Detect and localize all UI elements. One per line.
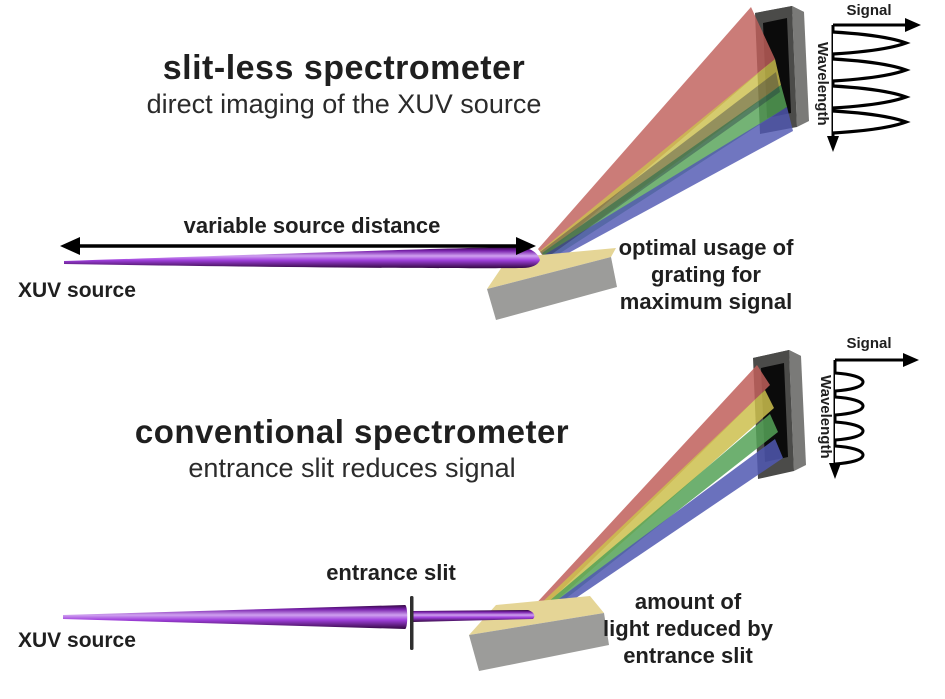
top-title: slit-less spectrometer <box>162 49 526 87</box>
bottom-plot-peak-3 <box>834 420 865 442</box>
top-plot-peak-3 <box>832 84 911 110</box>
bottom-detector-side-face <box>789 350 806 471</box>
bottom-source-label: XUV source <box>18 629 136 652</box>
bottom-transmitted-beam <box>413 610 535 622</box>
entrance-slit-label: entrance slit <box>326 560 456 585</box>
distance-arrow-right-head <box>516 237 536 255</box>
bottom-beam-yellow <box>533 390 774 617</box>
top-plot-signal-label: Signal <box>846 2 892 19</box>
top-subtitle: direct imaging of the XUV source <box>146 89 542 119</box>
top-beam-green <box>542 85 787 261</box>
top-beam-shadow <box>540 72 780 259</box>
bottom-beam-red <box>531 365 770 615</box>
top-grating-note: optimal usage of grating for maximum sig… <box>619 234 794 315</box>
top-grating-note-line2: grating for <box>650 262 761 287</box>
top-xuv-beam <box>64 247 540 269</box>
bottom-title: conventional spectrometer <box>134 413 570 450</box>
top-source-label: XUV source <box>18 279 136 302</box>
top-plot-peak-1 <box>832 30 911 56</box>
bottom-xuv-beam-cone <box>63 605 408 629</box>
bottom-slit-note: amount of light reduced by entrance slit <box>603 588 773 669</box>
distance-arrow-left-head <box>60 237 80 255</box>
top-detector-side-face <box>792 6 809 127</box>
bottom-plot-peak-4 <box>834 444 865 466</box>
bottom-plot-signal-label: Signal <box>846 335 892 352</box>
bottom-plot-peak-1 <box>834 371 865 393</box>
top-plot-wavelength-label: Wavelength <box>814 42 831 126</box>
bottom-slit-note-line1: amount of <box>634 589 742 614</box>
bottom-beam-green <box>535 414 778 619</box>
top-plot-y-arrow-icon <box>827 136 839 152</box>
top-beam-yellow <box>540 59 781 259</box>
top-grating-body <box>487 257 617 320</box>
top-plot-peak-4 <box>832 109 911 135</box>
top-beam-red <box>538 7 775 257</box>
bottom-slit-note-line3: entrance slit <box>623 643 753 668</box>
top-grating-note-line1: optimal usage of <box>618 235 794 260</box>
top-beam-blue <box>544 107 793 263</box>
bottom-plot-x-arrow-icon <box>903 353 919 367</box>
bottom-plot-wavelength-label: Wavelength <box>817 375 834 459</box>
bottom-plot-peak-2 <box>834 395 865 417</box>
bottom-subtitle: entrance slit reduces signal <box>188 453 516 483</box>
bottom-slit-note-line2: light reduced by <box>603 616 773 641</box>
entrance-slit-plate <box>410 596 414 650</box>
top-distance-label: variable source distance <box>183 213 441 238</box>
bottom-plot-y-arrow-icon <box>829 463 841 479</box>
top-plot-x-arrow-icon <box>905 18 921 32</box>
top-grating-note-line3: maximum signal <box>619 289 793 314</box>
bottom-beam-blue <box>537 439 783 621</box>
bottom-grating-surface <box>469 596 604 635</box>
bottom-grating-body <box>469 613 609 671</box>
top-plot-peak-2 <box>832 57 911 83</box>
